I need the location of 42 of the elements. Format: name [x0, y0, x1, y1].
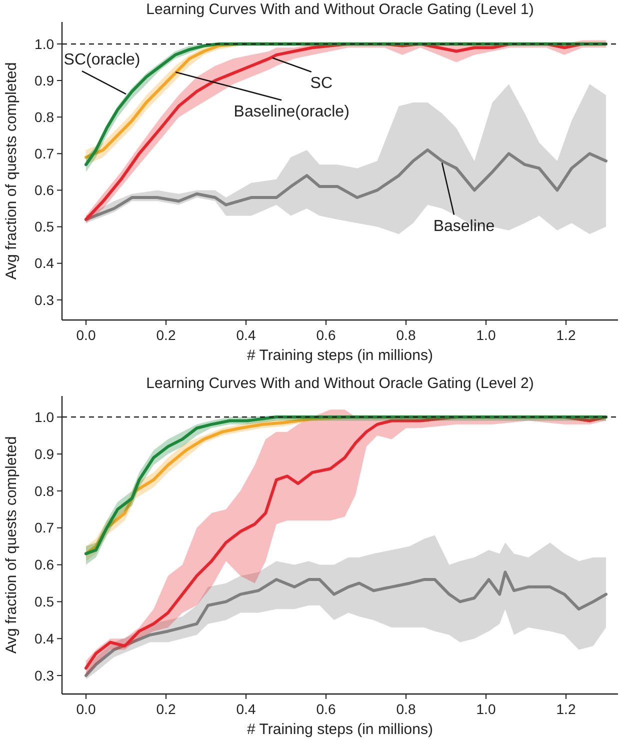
- y-tick-label: 0.3: [34, 292, 54, 308]
- x-tick-label: 0.0: [76, 701, 96, 717]
- x-tick-label: 0.2: [156, 327, 176, 343]
- x-tick-label: 1.2: [556, 701, 576, 717]
- y-axis-title: Avg fraction of quests completed: [3, 436, 20, 654]
- line-series: [84, 570, 608, 678]
- x-tick-label: 0.2: [156, 701, 176, 717]
- x-axis-title: # Training steps (in millions): [247, 347, 433, 364]
- annotation: Baseline: [433, 218, 495, 236]
- x-tick-label: 0.8: [396, 327, 416, 343]
- annotation: Baseline(oracle): [234, 103, 350, 120]
- y-tick-label: 0.7: [34, 520, 54, 536]
- x-axis-title: # Training steps (in millions): [247, 721, 433, 738]
- x-tick-label: 0.0: [76, 327, 96, 343]
- y-tick-label: 0.3: [34, 667, 54, 684]
- x-tick-label: 0.6: [316, 327, 336, 343]
- y-tick-label: 0.5: [34, 594, 54, 610]
- line-series: [84, 148, 608, 221]
- chart-title: Learning Curves With and Without Oracle Gating (Level 1): [146, 1, 534, 18]
- y-tick-label: 0.8: [34, 482, 54, 499]
- chart-title: Learning Curves With and Without Oracle Gating (Level 2): [146, 375, 534, 392]
- x-tick-label: 1.2: [556, 327, 576, 343]
- y-axis-title: Avg fraction of quests completed: [3, 62, 20, 280]
- x-tick-label: 0.4: [236, 701, 256, 717]
- x-tick-label: 0.4: [236, 327, 256, 343]
- y-tick-label: 0.8: [34, 108, 54, 125]
- x-tick-label: 1.0: [476, 701, 496, 717]
- x-tick-label: 0.6: [316, 701, 336, 717]
- y-tick-label: 0.9: [34, 72, 54, 88]
- y-tick-label: 0.9: [34, 446, 54, 462]
- y-tick-label: 1.0: [34, 408, 54, 425]
- y-tick-label: 0.4: [34, 255, 54, 272]
- annotation: SC(oracle): [64, 51, 140, 68]
- x-tick-label: 1.0: [476, 327, 496, 343]
- x-tick-label: 0.8: [396, 701, 416, 717]
- annotation: SC: [310, 75, 333, 92]
- y-tick-label: 0.7: [34, 146, 54, 162]
- y-tick-label: 0.4: [34, 630, 54, 647]
- y-tick-label: 0.5: [34, 218, 54, 235]
- y-tick-label: 0.6: [34, 182, 54, 198]
- y-tick-label: 1.0: [34, 36, 54, 52]
- y-tick-label: 0.6: [34, 556, 54, 573]
